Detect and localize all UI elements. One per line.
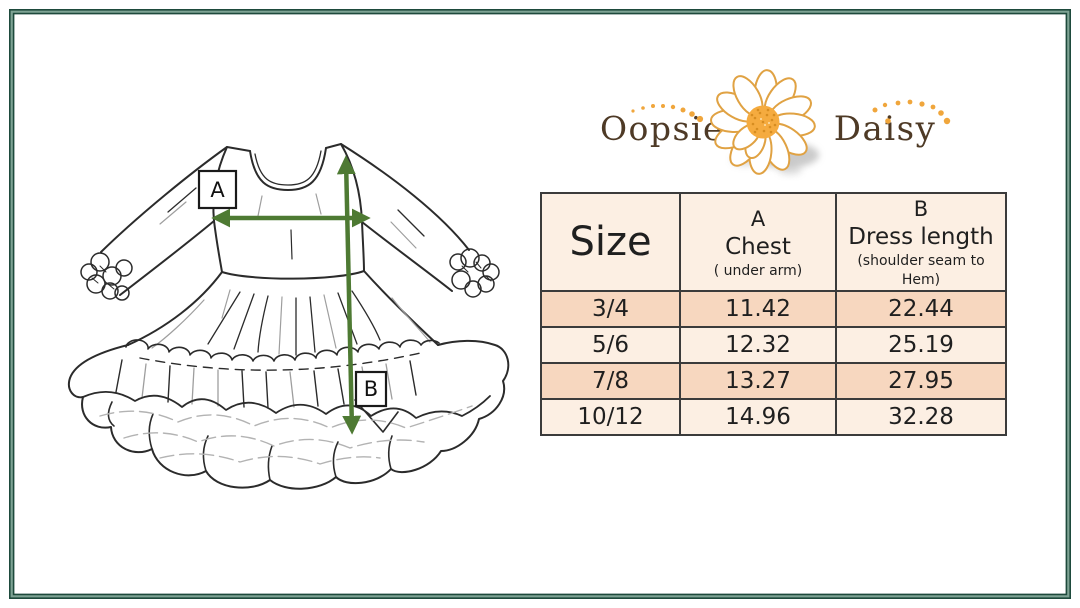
size-cell: 10/12 — [540, 398, 681, 436]
size-row: 10/12 14.96 32.28 — [540, 398, 1007, 436]
size-row: 7/8 13.27 27.95 — [540, 362, 1007, 400]
label-b-text: B — [364, 377, 378, 401]
logo-word-daisy: Daisy — [834, 109, 937, 149]
chest-cell: 14.96 — [679, 398, 837, 436]
length-header-note: (shoulder seam to Hem) — [857, 253, 985, 288]
label-a-text: A — [210, 178, 225, 202]
chest-cell: 11.42 — [679, 290, 837, 328]
size-row: 3/4 11.42 22.44 — [540, 290, 1007, 328]
brand-logo: Oopsie Daisy — [600, 69, 951, 175]
length-cell: 25.19 — [835, 326, 1007, 364]
length-cell: 22.44 — [835, 290, 1007, 328]
logo-dot-arcs — [631, 99, 951, 125]
size-cell: 7/8 — [540, 362, 681, 400]
label-b-box: B — [354, 370, 388, 408]
chest-header-name: Chest — [725, 233, 791, 260]
dress-drawing — [68, 143, 510, 490]
col-header-length: B Dress length (shoulder seam to Hem) — [835, 192, 1007, 292]
col-header-chest: A Chest ( under arm) — [679, 192, 837, 292]
size-row: 5/6 12.32 25.19 — [540, 326, 1007, 364]
chest-cell: 13.27 — [679, 362, 837, 400]
size-chart-table: Size A Chest ( under arm) B Dress length… — [540, 192, 1007, 436]
chest-header-note: ( under arm) — [713, 262, 803, 279]
size-cell: 3/4 — [540, 290, 681, 328]
size-cell: 5/6 — [540, 326, 681, 364]
daisy-icon — [710, 69, 819, 175]
chest-cell: 12.32 — [679, 326, 837, 364]
header-row: Size A Chest ( under arm) B Dress length… — [540, 192, 1007, 292]
length-header-letter: B — [913, 197, 929, 221]
logo-word-oopsie: Oopsie — [600, 109, 724, 148]
dress-measurement-diagram: A B — [68, 143, 510, 490]
col-header-size: Size — [540, 192, 681, 292]
chest-header-letter: A — [750, 206, 766, 231]
length-header-name: Dress length — [848, 224, 994, 250]
label-a-box: A — [197, 169, 238, 210]
length-cell: 32.28 — [835, 398, 1007, 436]
length-measure-arrow — [336, 155, 362, 435]
size-header-label: Size — [569, 219, 652, 265]
length-cell: 27.95 — [835, 362, 1007, 400]
